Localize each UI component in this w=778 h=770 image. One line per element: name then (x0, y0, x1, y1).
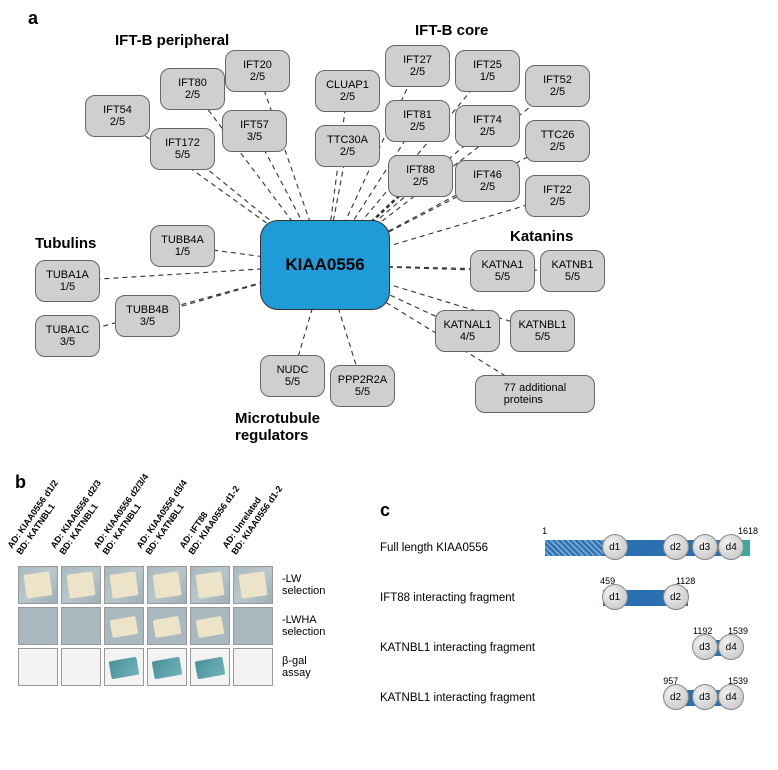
lwha-cell-3 (147, 607, 187, 645)
node-NUDC: NUDC5/5 (260, 355, 325, 397)
node-extra: 77 additional proteins (475, 375, 595, 413)
fragment-row-2: KATNBL1 interacting fragment11921539d3d4 (380, 630, 760, 670)
node-TUBB4A: TUBB4A1/5 (150, 225, 215, 267)
lwha-cell-2 (104, 607, 144, 645)
node-IFT27: IFT272/5 (385, 45, 450, 87)
domain-d4-row-0: d4 (718, 534, 744, 560)
domain-d2-row-3: d2 (663, 684, 689, 710)
node-KATNB1: KATNB15/5 (540, 250, 605, 292)
node-TUBA1C: TUBA1C3/5 (35, 315, 100, 357)
bgal-cell-1 (61, 648, 101, 686)
group-label-ift_b_peripheral: IFT-B peripheral (115, 32, 229, 49)
bgal-row-label: β-gal assay (276, 648, 325, 686)
fragment-label-3: KATNBL1 interacting fragment (380, 692, 540, 704)
group-label-tubulins: Tubulins (35, 235, 96, 252)
lw-cell-2 (104, 566, 144, 604)
lw-cell-0 (18, 566, 58, 604)
domain-d2-row-0: d2 (663, 534, 689, 560)
node-IFT25: IFT251/5 (455, 50, 520, 92)
node-TTC30A: TTC30A2/5 (315, 125, 380, 167)
node-IFT81: IFT812/5 (385, 100, 450, 142)
domain-d3-row-2: d3 (692, 634, 718, 660)
domain-d3-row-3: d3 (692, 684, 718, 710)
fragment-row-1: IFT88 interacting fragment4591128d1d2 (380, 580, 760, 620)
group-label-mt_reg: Microtubule regulators (235, 410, 320, 444)
node-IFT57: IFT573/5 (222, 110, 287, 152)
center-node: KIAA0556 (260, 220, 390, 310)
lw-cell-3 (147, 566, 187, 604)
fragment-label-2: KATNBL1 interacting fragment (380, 642, 540, 654)
lwha-cell-1 (61, 607, 101, 645)
lwha-cell-5 (233, 607, 273, 645)
node-TTC26: TTC262/5 (525, 120, 590, 162)
domain-d1-row-1: d1 (602, 584, 628, 610)
node-IFT46: IFT462/5 (455, 160, 520, 202)
node-IFT52: IFT522/5 (525, 65, 590, 107)
domain-d2-row-1: d2 (663, 584, 689, 610)
bgal-cell-0 (18, 648, 58, 686)
lw-cell-1 (61, 566, 101, 604)
domain-d3-row-0: d3 (692, 534, 718, 560)
node-TUBA1A: TUBA1A1/5 (35, 260, 100, 302)
panel-c: Full length KIAA055611618d1d2d3d4IFT88 i… (380, 530, 760, 730)
domain-d1-row-0: d1 (602, 534, 628, 560)
node-IFT54: IFT542/5 (85, 95, 150, 137)
fragment-row-0: Full length KIAA055611618d1d2d3d4 (380, 530, 760, 570)
group-label-ift_b_core: IFT-B core (415, 22, 488, 39)
node-IFT88: IFT882/5 (388, 155, 453, 197)
fragment-row-3: KATNBL1 interacting fragment9571539d2d3d… (380, 680, 760, 720)
bgal-cell-2 (104, 648, 144, 686)
node-KATNA1: KATNA15/5 (470, 250, 535, 292)
fragment-label-1: IFT88 interacting fragment (380, 592, 540, 604)
node-KATNAL1: KATNAL14/5 (435, 310, 500, 352)
domain-d4-row-2: d4 (718, 634, 744, 660)
lw-cell-4 (190, 566, 230, 604)
bgal-cell-5 (233, 648, 273, 686)
lwha-cell-4 (190, 607, 230, 645)
node-CLUAP1: CLUAP12/5 (315, 70, 380, 112)
panel-a-label: a (28, 8, 38, 29)
group-label-katanins: Katanins (510, 228, 573, 245)
node-TUBB4B: TUBB4B3/5 (115, 295, 180, 337)
node-IFT20: IFT202/5 (225, 50, 290, 92)
panel-c-label: c (380, 500, 390, 521)
center-node-label: KIAA0556 (285, 255, 364, 275)
y2h-table: AD: KIAA0556 d1/2BD: KATNBL1AD: KIAA0556… (15, 490, 328, 689)
panel-b: AD: KIAA0556 d1/2BD: KATNBL1AD: KIAA0556… (15, 490, 355, 689)
bgal-cell-3 (147, 648, 187, 686)
node-KATNBL1: KATNBL15/5 (510, 310, 575, 352)
node-PPP2R2A: PPP2R2A5/5 (330, 365, 395, 407)
bgal-cell-4 (190, 648, 230, 686)
lw-cell-5 (233, 566, 273, 604)
domain-d4-row-3: d4 (718, 684, 744, 710)
lwha-row-label: -LWHA selection (276, 607, 325, 645)
lwha-cell-0 (18, 607, 58, 645)
node-IFT172: IFT1725/5 (150, 128, 215, 170)
node-IFT22: IFT222/5 (525, 175, 590, 217)
node-IFT80: IFT802/5 (160, 68, 225, 110)
lw-row-label: -LW selection (276, 566, 325, 604)
fragment-label-0: Full length KIAA0556 (380, 542, 540, 554)
node-IFT74: IFT742/5 (455, 105, 520, 147)
